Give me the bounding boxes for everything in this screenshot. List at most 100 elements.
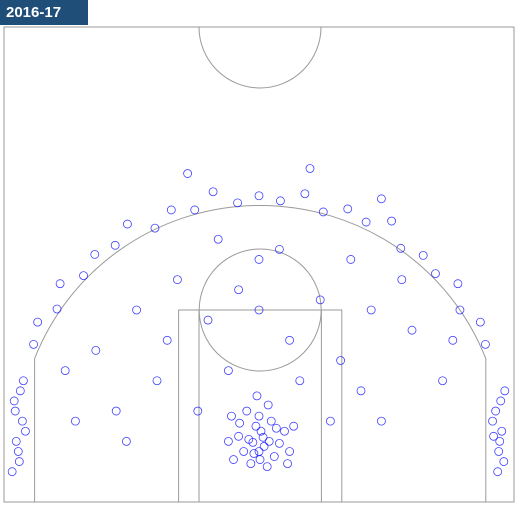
shot (256, 426, 266, 436)
shot (289, 421, 299, 431)
shot (123, 219, 132, 229)
shot (254, 411, 264, 421)
shot (52, 304, 62, 314)
shot (29, 339, 38, 349)
shot (283, 459, 292, 468)
shot (18, 376, 28, 386)
shot (9, 396, 19, 406)
shot (11, 436, 21, 446)
shot (252, 391, 262, 401)
shot (91, 346, 101, 355)
court-outline (3, 26, 515, 503)
shot (453, 279, 463, 289)
shot (489, 431, 499, 441)
shot (239, 447, 249, 456)
shot (13, 447, 23, 456)
shot (255, 455, 265, 464)
shot (111, 406, 121, 416)
shot (213, 234, 223, 244)
shot (494, 447, 504, 456)
shot (271, 423, 281, 433)
shot (110, 240, 120, 250)
shot (431, 269, 440, 278)
shot (233, 198, 242, 208)
shot (318, 207, 328, 217)
shot (418, 251, 428, 260)
shot (162, 335, 172, 345)
shot (269, 452, 279, 461)
shot (455, 305, 465, 315)
shot (500, 386, 510, 396)
shot (223, 366, 233, 376)
shot (229, 455, 238, 464)
shot (223, 436, 233, 446)
shot (499, 457, 509, 466)
shot (497, 426, 507, 436)
shot (60, 366, 70, 376)
shot (17, 416, 27, 426)
shot (376, 416, 386, 426)
shot (21, 426, 30, 436)
shot (366, 305, 376, 315)
shot (276, 196, 285, 206)
shot (15, 386, 25, 396)
shot (55, 279, 65, 289)
shot (495, 436, 505, 446)
shot (343, 204, 353, 214)
shot (190, 205, 200, 215)
shot (438, 376, 448, 386)
shot (251, 421, 261, 431)
shot (488, 416, 497, 426)
shot (295, 376, 305, 386)
free-throw-circle (198, 248, 322, 372)
three-point-line (34, 205, 487, 502)
chart-title: 2016-17 (6, 4, 61, 21)
shot (481, 339, 490, 349)
shot (300, 189, 310, 199)
shot (396, 243, 406, 253)
shot (259, 442, 269, 451)
shot (183, 169, 193, 178)
shot (235, 418, 245, 428)
paint (178, 309, 343, 503)
shot (193, 406, 203, 416)
shot (90, 249, 100, 259)
shot (356, 386, 366, 396)
shot (10, 406, 20, 416)
shot (249, 449, 259, 458)
shot (315, 295, 325, 305)
lane (198, 309, 322, 503)
center-circle (198, 26, 322, 89)
shot (263, 400, 273, 410)
shot (491, 406, 501, 416)
shot (346, 255, 356, 264)
shot (274, 438, 284, 448)
shot (336, 356, 346, 365)
shot (274, 244, 284, 254)
shot (325, 416, 335, 426)
shot (361, 217, 371, 227)
shot (166, 205, 176, 215)
shot (208, 187, 218, 197)
shot (387, 216, 397, 226)
shot (234, 431, 244, 441)
shot (448, 335, 458, 345)
shot (203, 315, 213, 325)
shot (254, 191, 264, 201)
shot (285, 335, 295, 345)
shot (150, 223, 160, 233)
shot (254, 447, 264, 456)
shot (7, 467, 17, 477)
title-box (0, 0, 88, 25)
shot (242, 406, 252, 416)
shot (407, 325, 417, 335)
shot (493, 467, 503, 477)
shot (496, 396, 506, 406)
shot (227, 411, 236, 421)
shot (152, 376, 162, 386)
shot (79, 271, 88, 281)
shot (280, 426, 289, 436)
shot (285, 447, 295, 456)
shot (262, 462, 272, 472)
